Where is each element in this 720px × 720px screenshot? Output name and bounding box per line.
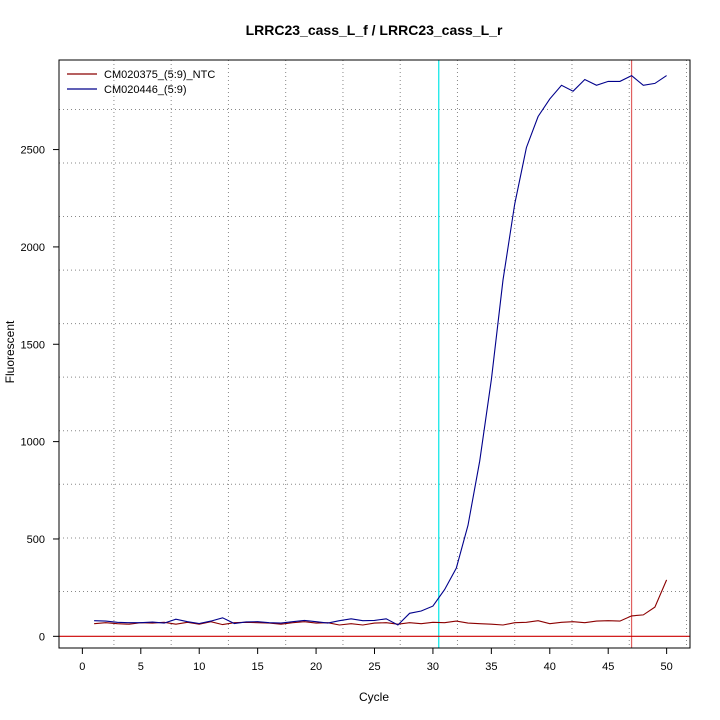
y-tick-label: 0 <box>39 631 45 643</box>
x-tick-label: 50 <box>661 661 673 673</box>
x-tick-label: 15 <box>252 661 264 673</box>
x-axis-label: Cycle <box>359 690 389 704</box>
y-tick-label: 1500 <box>21 339 45 351</box>
grid <box>59 60 690 648</box>
vertical-marker-lines <box>438 60 633 648</box>
y-tick-label: 500 <box>27 534 45 546</box>
series-line <box>94 579 668 626</box>
x-tick-label: 20 <box>310 661 322 673</box>
x-tick-label: 40 <box>544 661 556 673</box>
x-tick-label: 35 <box>485 661 497 673</box>
legend: CM020375_(5:9)_NTC CM020446_(5:9) <box>67 69 215 96</box>
series-line <box>94 74 667 626</box>
x-tick-label: 45 <box>602 661 614 673</box>
x-tick-label: 5 <box>138 661 144 673</box>
plot-frame <box>58 59 691 649</box>
legend-label: CM020446_(5:9) <box>104 84 187 96</box>
y-axis-label: Fluorescent <box>3 320 17 383</box>
x-axis: 0 5 10 15 20 25 30 35 40 45 50 <box>79 648 673 673</box>
y-tick-label: 2500 <box>21 145 45 157</box>
y-tick-label: 2000 <box>21 242 45 254</box>
x-tick-label: 0 <box>79 661 85 673</box>
x-tick-label: 25 <box>368 661 380 673</box>
y-axis: 0 500 1000 1500 2000 2500 <box>21 145 59 643</box>
legend-label: CM020375_(5:9)_NTC <box>104 69 215 81</box>
chart-title: LRRC23_cass_L_f / LRRC23_cass_L_r <box>246 22 503 38</box>
x-tick-label: 30 <box>427 661 439 673</box>
series-lines <box>94 74 668 626</box>
x-tick-label: 10 <box>193 661 205 673</box>
y-tick-label: 1000 <box>21 437 45 449</box>
